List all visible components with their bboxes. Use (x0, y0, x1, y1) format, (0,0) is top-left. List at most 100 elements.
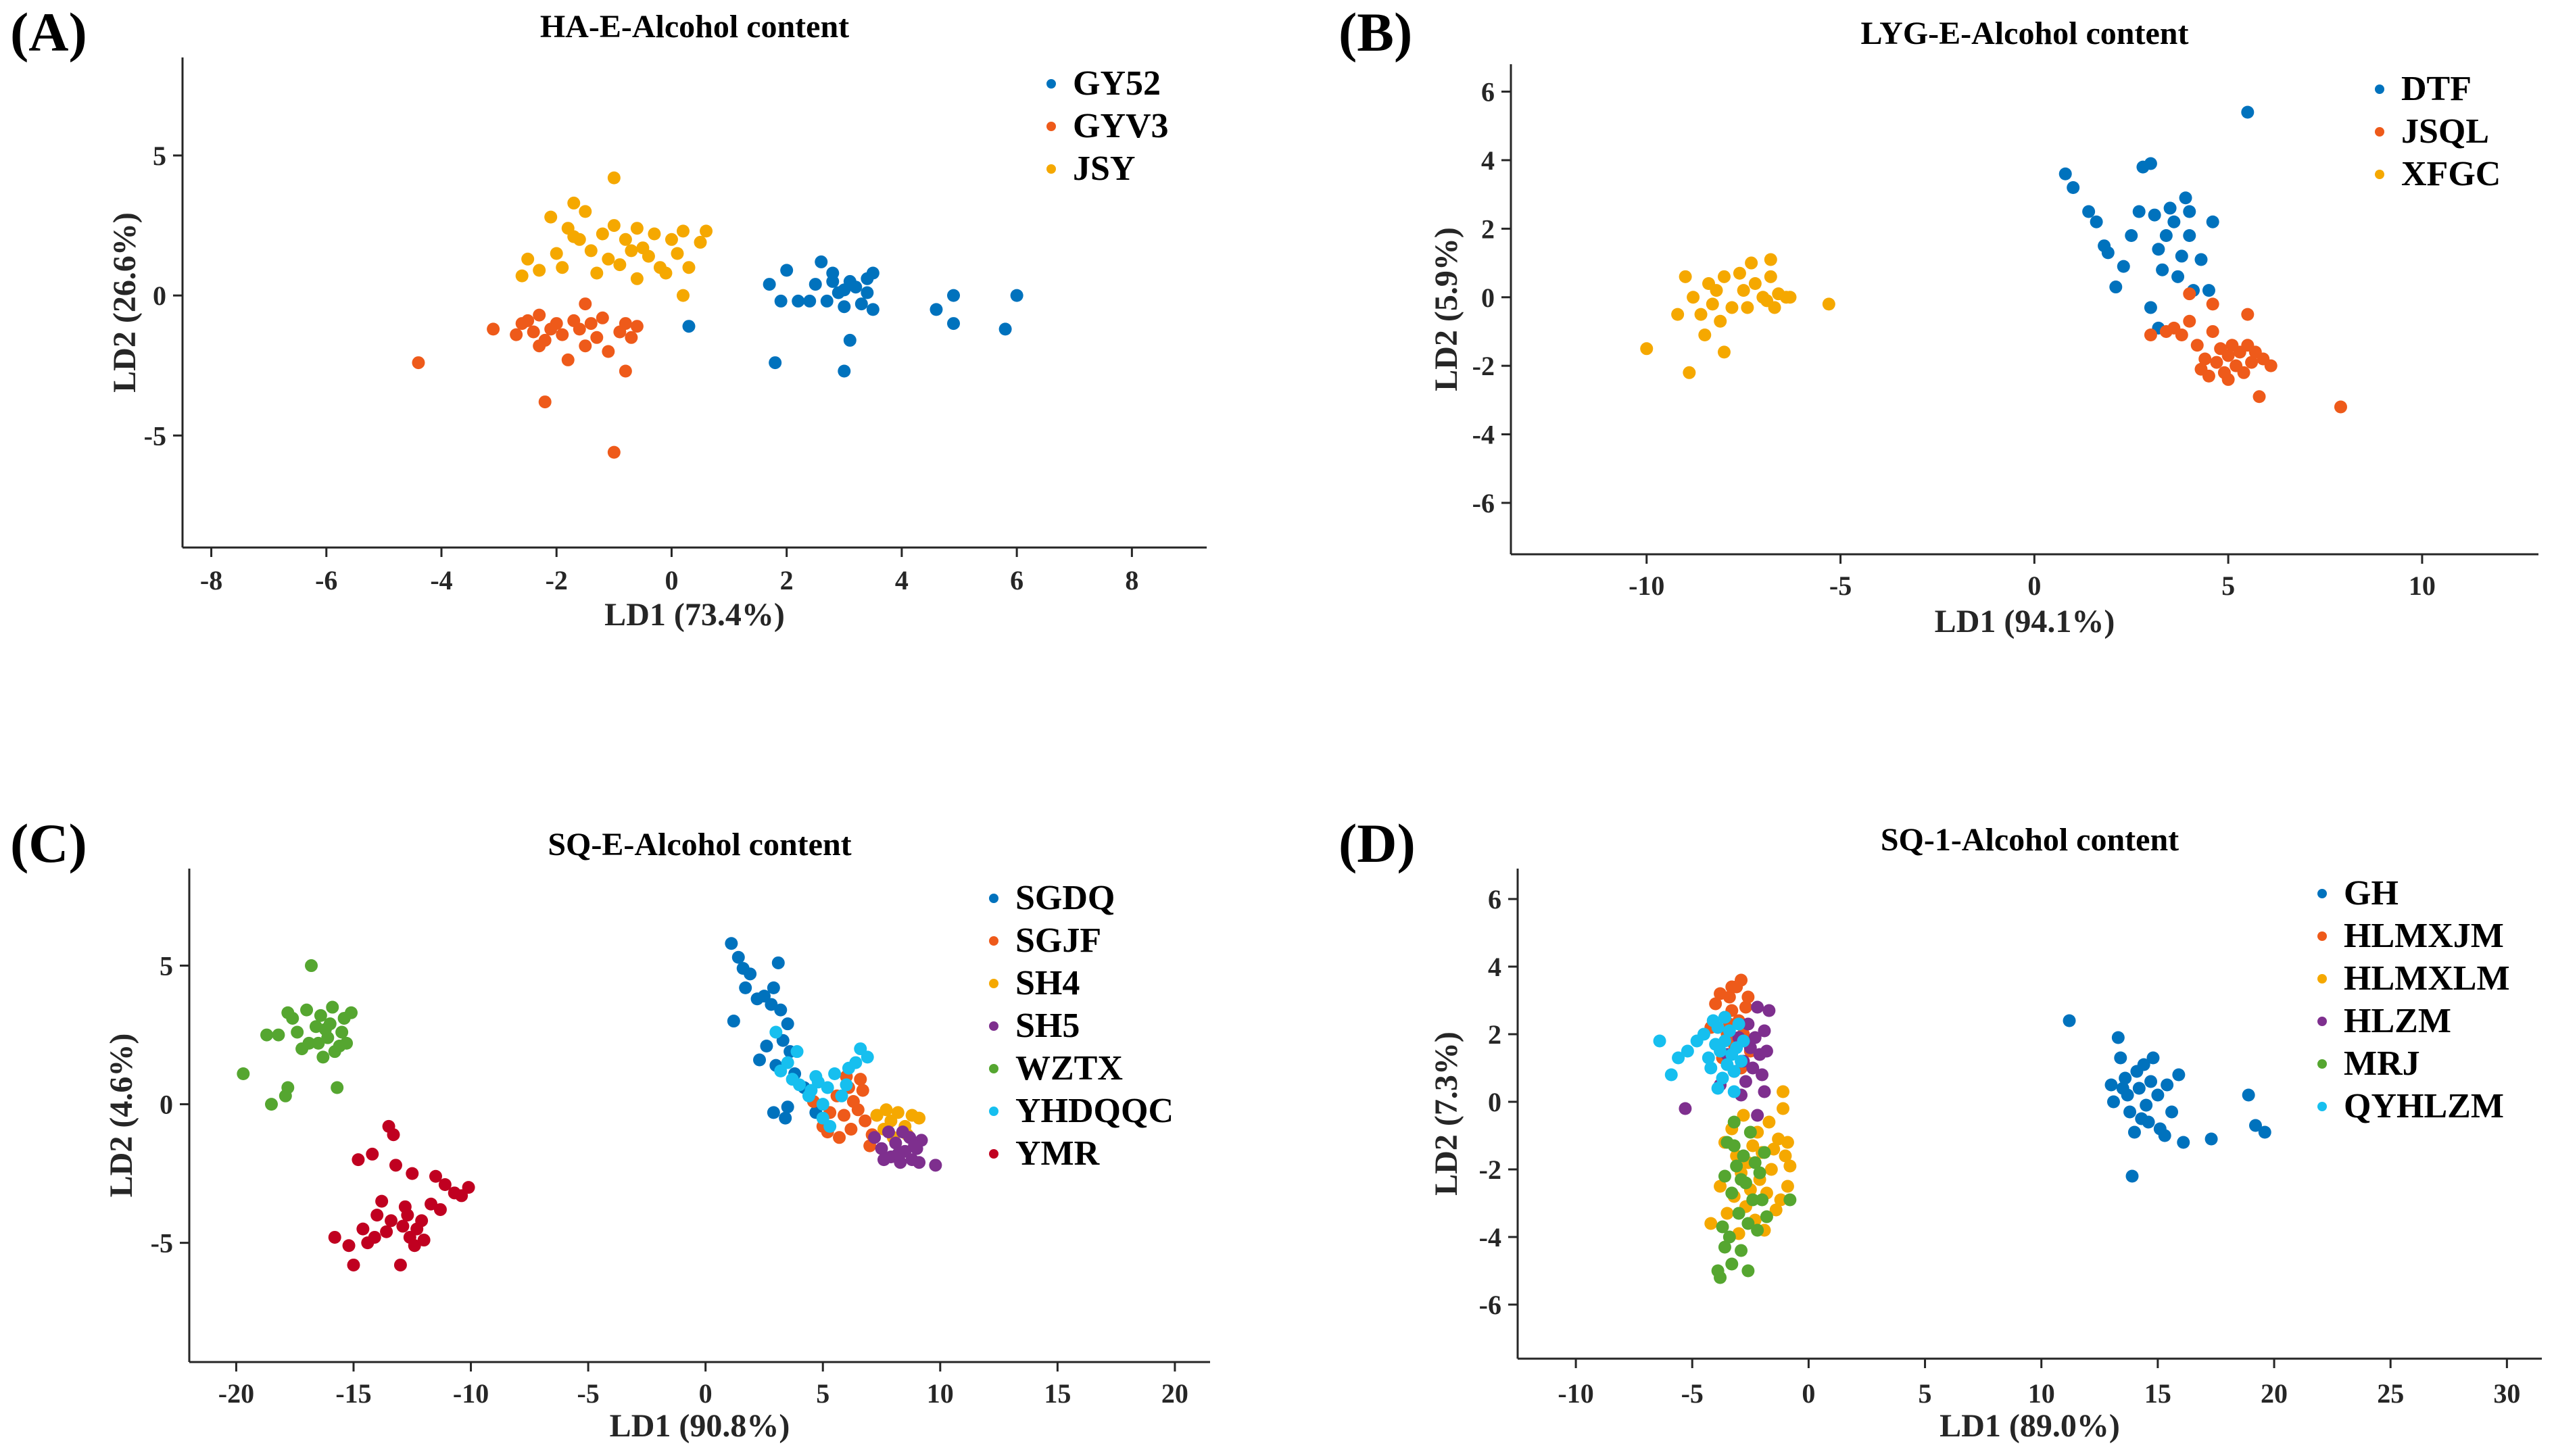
data-point (533, 339, 546, 353)
x-tick-label: 5 (1919, 1378, 1932, 1409)
data-point (1664, 1068, 1678, 1082)
data-point (2127, 1125, 2141, 1139)
data-point (406, 1167, 419, 1180)
x-tick-label: 5 (2221, 571, 2235, 601)
chart-title: LYG-E-Alcohol content (1861, 16, 2189, 51)
x-tick-label: -5 (1681, 1378, 1704, 1409)
data-point (851, 1103, 865, 1117)
data-point (356, 1222, 370, 1236)
data-point (385, 1214, 398, 1228)
data-point (2063, 1014, 2076, 1027)
data-point (1758, 1146, 1771, 1159)
data-point (2148, 208, 2161, 222)
data-point (2132, 1082, 2146, 1095)
data-point (856, 1084, 869, 1097)
y-tick-label: 6 (1481, 77, 1495, 107)
data-point (260, 1028, 274, 1042)
data-point (2258, 1125, 2271, 1139)
data-point (2151, 1088, 2165, 1102)
data-point (1764, 270, 1777, 283)
data-point (2135, 1112, 2148, 1125)
data-point (2158, 1129, 2171, 1142)
data-point (1768, 301, 1781, 314)
data-point (859, 1114, 872, 1127)
data-point (2165, 1105, 2179, 1119)
data-point (2190, 339, 2204, 352)
y-tick-label: -5 (144, 420, 166, 451)
data-point (527, 325, 540, 339)
data-point (625, 331, 638, 344)
data-point (947, 317, 961, 331)
data-point (2242, 1088, 2255, 1102)
data-point (382, 1119, 395, 1133)
data-point (573, 322, 586, 336)
data-point (1717, 345, 1731, 359)
data-point (725, 937, 738, 950)
x-tick-label: 20 (2261, 1378, 2288, 1409)
data-point (2241, 105, 2255, 119)
x-tick-label: -10 (1558, 1378, 1593, 1409)
data-point (579, 297, 592, 311)
data-point (2090, 215, 2103, 228)
data-point (1640, 342, 1654, 356)
x-tick-label: -8 (200, 565, 222, 596)
data-point (665, 233, 678, 246)
data-point (731, 950, 745, 964)
data-point (866, 303, 880, 316)
data-point (584, 317, 598, 331)
x-axis-label: LD1 (94.1%) (1935, 604, 2115, 639)
legend-marker (989, 1149, 998, 1159)
y-tick-label: -6 (1472, 488, 1495, 518)
data-point (2221, 372, 2235, 386)
data-point (302, 1036, 316, 1050)
data-point (779, 1111, 792, 1125)
data-point (1687, 291, 1700, 304)
legend-marker (2317, 889, 2327, 898)
data-point (1783, 291, 1797, 304)
x-tick-label: 8 (1125, 565, 1138, 596)
legend-marker (989, 1064, 998, 1073)
data-point (1711, 1082, 1725, 1095)
y-tick-label: 4 (1481, 145, 1495, 176)
legend-marker (1046, 122, 1056, 131)
data-point (2179, 191, 2192, 205)
data-point (567, 230, 581, 243)
data-point (331, 1081, 344, 1094)
data-point (318, 1023, 332, 1036)
data-point (804, 1084, 818, 1097)
data-point (375, 1194, 389, 1208)
data-point (769, 356, 782, 370)
y-tick-label: -2 (1472, 351, 1495, 381)
data-point (2123, 1105, 2137, 1119)
data-point (2144, 1075, 2158, 1088)
data-point (793, 1078, 806, 1092)
y-axis-label: LD2 (26.6%) (107, 212, 143, 393)
data-point (1704, 1061, 1718, 1075)
data-point (2248, 1119, 2262, 1132)
data-point (1746, 1193, 1760, 1207)
data-point (1716, 1220, 1729, 1234)
legend-marker (2317, 1017, 2327, 1026)
x-tick-label: 0 (1802, 1378, 1815, 1409)
data-point (550, 247, 563, 260)
data-point (880, 1103, 893, 1117)
legend-label: SGJF (1015, 921, 1101, 960)
data-point (682, 320, 696, 333)
data-point (1737, 1034, 1750, 1048)
data-point (913, 1111, 926, 1125)
data-point (607, 219, 621, 233)
data-point (579, 339, 592, 353)
y-tick-label: -6 (1479, 1290, 1501, 1320)
data-point (823, 1119, 837, 1133)
data-point (1746, 1139, 1760, 1152)
legend-marker (2317, 974, 2327, 984)
data-point (1725, 1257, 1739, 1271)
data-point (835, 1089, 848, 1102)
data-point (2144, 329, 2157, 342)
data-point (790, 1045, 804, 1059)
data-point (1732, 1207, 1745, 1220)
data-point (433, 1203, 447, 1216)
legend-marker (2375, 170, 2384, 179)
data-point (1711, 1264, 1725, 1278)
data-point (312, 1036, 325, 1050)
